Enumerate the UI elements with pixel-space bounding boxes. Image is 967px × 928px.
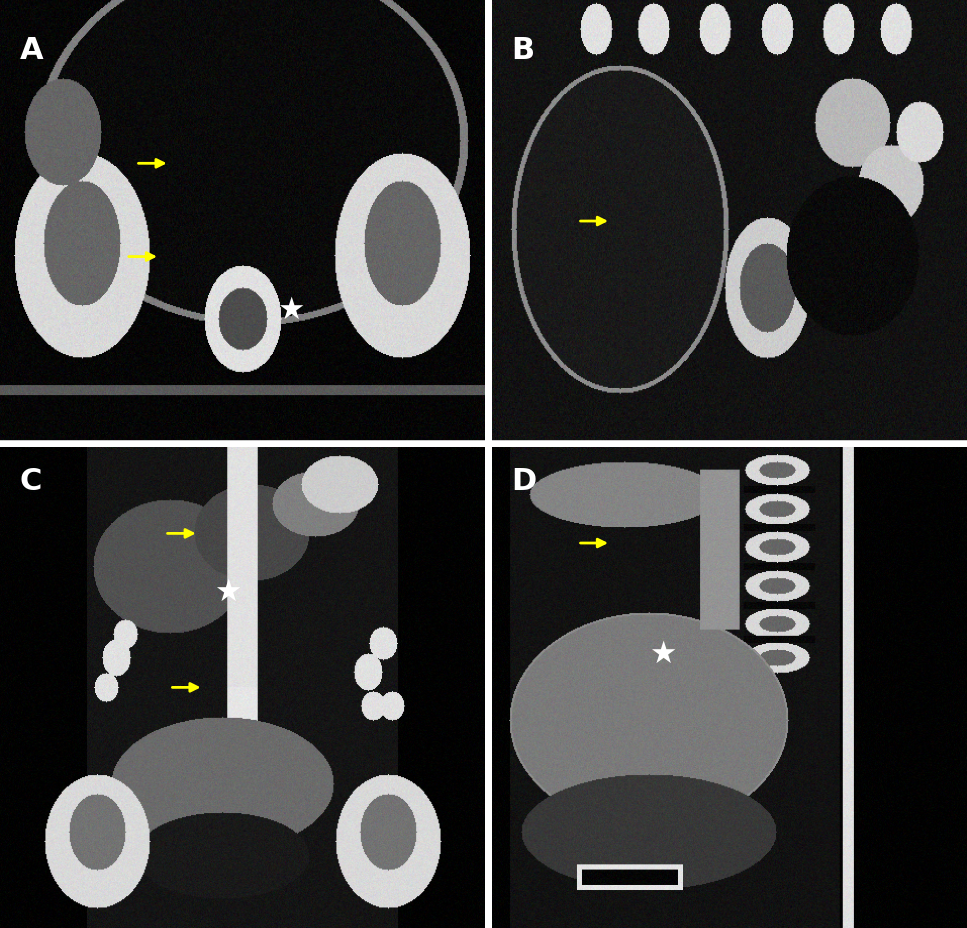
Text: ★: ★ [214,577,242,606]
Text: A: A [19,35,43,64]
Text: ★: ★ [277,296,305,325]
Text: D: D [512,467,537,496]
Text: B: B [512,35,535,64]
Text: C: C [19,467,42,496]
Text: ★: ★ [650,639,677,668]
